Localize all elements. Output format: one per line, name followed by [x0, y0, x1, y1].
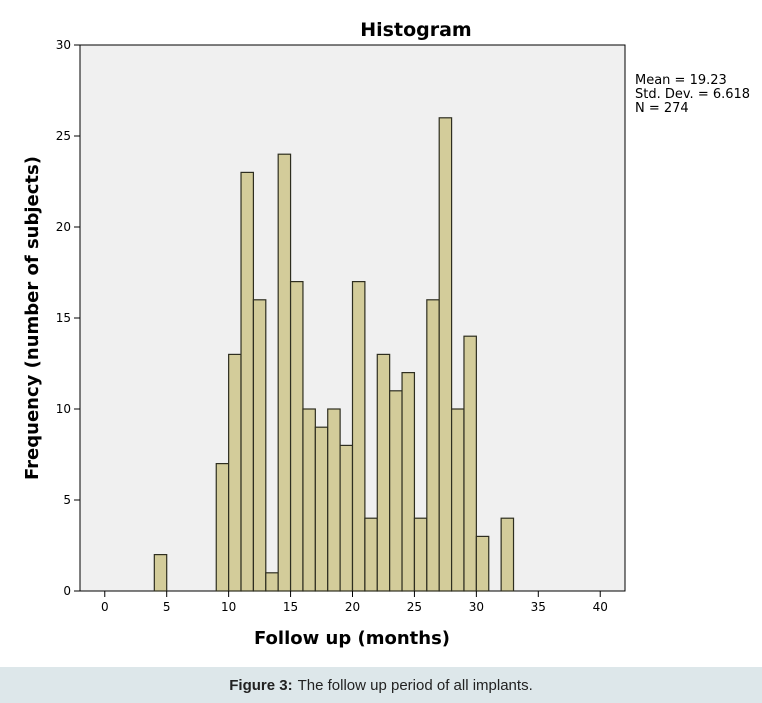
histogram-bar: [450, 408, 465, 592]
histogram-chart: 0 5 10 15 20 25 30 0 5 10 15 20 25 30 35 40 Histogram F…: [22, 19, 750, 649]
caption-text: The follow up period of all implants.: [297, 676, 533, 694]
y-axis-label: Frequency (number of subjects): [22, 156, 43, 480]
histogram-bar: [153, 553, 168, 592]
y-tick-label: 25: [56, 129, 71, 143]
histogram-bar: [265, 572, 279, 592]
histogram-bar: [327, 408, 341, 592]
bars-group: [153, 117, 515, 592]
figure-caption: Figure 3: The follow up period of all im…: [0, 667, 762, 703]
histogram-bar: [351, 281, 366, 592]
histogram-bar: [302, 408, 316, 592]
histogram-bar: [401, 372, 416, 592]
histogram-bar: [228, 353, 242, 592]
histogram-bar: [463, 335, 477, 592]
histogram-bar: [389, 390, 403, 592]
histogram-bar: [364, 517, 378, 592]
y-tick-label: 10: [56, 402, 71, 416]
x-tick-label: 20: [345, 600, 360, 614]
chart-title: Histogram: [360, 19, 471, 41]
histogram-bar: [500, 517, 515, 592]
x-tick-label: 25: [407, 600, 422, 614]
histogram-bar: [376, 353, 391, 592]
histogram-bar: [215, 463, 230, 592]
y-tick-label: 0: [63, 584, 71, 598]
x-tick-label: 10: [221, 600, 236, 614]
x-tick-label: 35: [531, 600, 546, 614]
y-tick-label: 5: [63, 493, 71, 507]
x-tick-label: 0: [101, 600, 109, 614]
x-tick-label: 30: [469, 600, 484, 614]
stat-n: N = 274: [635, 101, 689, 116]
histogram-bar: [289, 281, 304, 592]
axes-group: 0 5 10 15 20 25 30 0 5 10 15 20 25 30 35 40: [56, 38, 608, 614]
x-tick-label: 5: [163, 600, 171, 614]
histogram-bar: [475, 535, 490, 592]
y-tick-label: 15: [56, 311, 71, 325]
x-tick-label: 40: [593, 600, 608, 614]
histogram-bar: [438, 117, 453, 592]
stat-mean: Mean = 19.23: [635, 73, 727, 88]
histogram-bar: [252, 299, 267, 592]
histogram-bar: [413, 517, 428, 592]
caption-label: Figure 3:: [229, 676, 293, 694]
y-tick-label: 30: [56, 38, 71, 52]
histogram-bar: [339, 444, 354, 592]
y-tick-label: 20: [56, 220, 71, 234]
x-tick-label: 15: [283, 600, 298, 614]
x-axis-label: Follow up (months): [254, 628, 450, 649]
stats-legend: Mean = 19.23 Std. Dev. = 6.618 N = 274: [635, 73, 750, 116]
histogram-bar: [240, 171, 255, 592]
histogram-bar: [314, 426, 329, 592]
histogram-bar: [426, 299, 440, 592]
stat-std-dev: Std. Dev. = 6.618: [635, 87, 750, 102]
histogram-bar: [277, 153, 292, 592]
